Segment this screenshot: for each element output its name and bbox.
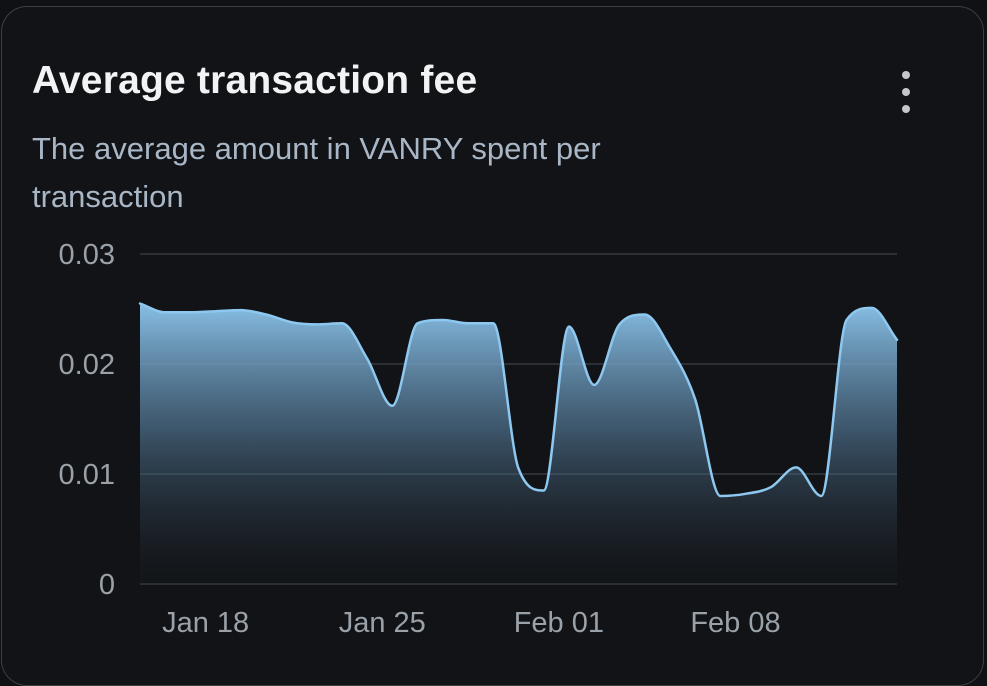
area-fill xyxy=(140,303,897,584)
x-axis-labels: Jan 18 Jan 25 Feb 01 Feb 08 xyxy=(162,607,781,639)
y-tick-label: 0.02 xyxy=(59,349,115,381)
y-tick-label: 0.03 xyxy=(59,239,115,271)
menu-dot xyxy=(902,71,910,79)
card-subtitle: The average amount in VANRY spent per tr… xyxy=(32,131,601,214)
y-tick-label: 0.01 xyxy=(59,459,115,491)
area-chart: 0 0.01 0.02 0.03 Jan 18 Jan 25 Feb 01 Feb 08 xyxy=(59,239,899,639)
x-tick-label: Feb 08 xyxy=(690,607,780,639)
more-vertical-icon[interactable] xyxy=(886,63,926,121)
x-tick-label: Jan 25 xyxy=(339,607,426,639)
card-title: Average transaction fee xyxy=(32,59,478,102)
x-tick-label: Jan 18 xyxy=(162,607,249,639)
menu-dot xyxy=(902,88,910,96)
series-line xyxy=(138,302,899,498)
y-axis-labels: 0 0.01 0.02 0.03 xyxy=(59,239,115,601)
x-tick-label: Feb 01 xyxy=(514,607,604,639)
y-tick-label: 0 xyxy=(99,569,115,601)
menu-dot xyxy=(902,105,910,113)
